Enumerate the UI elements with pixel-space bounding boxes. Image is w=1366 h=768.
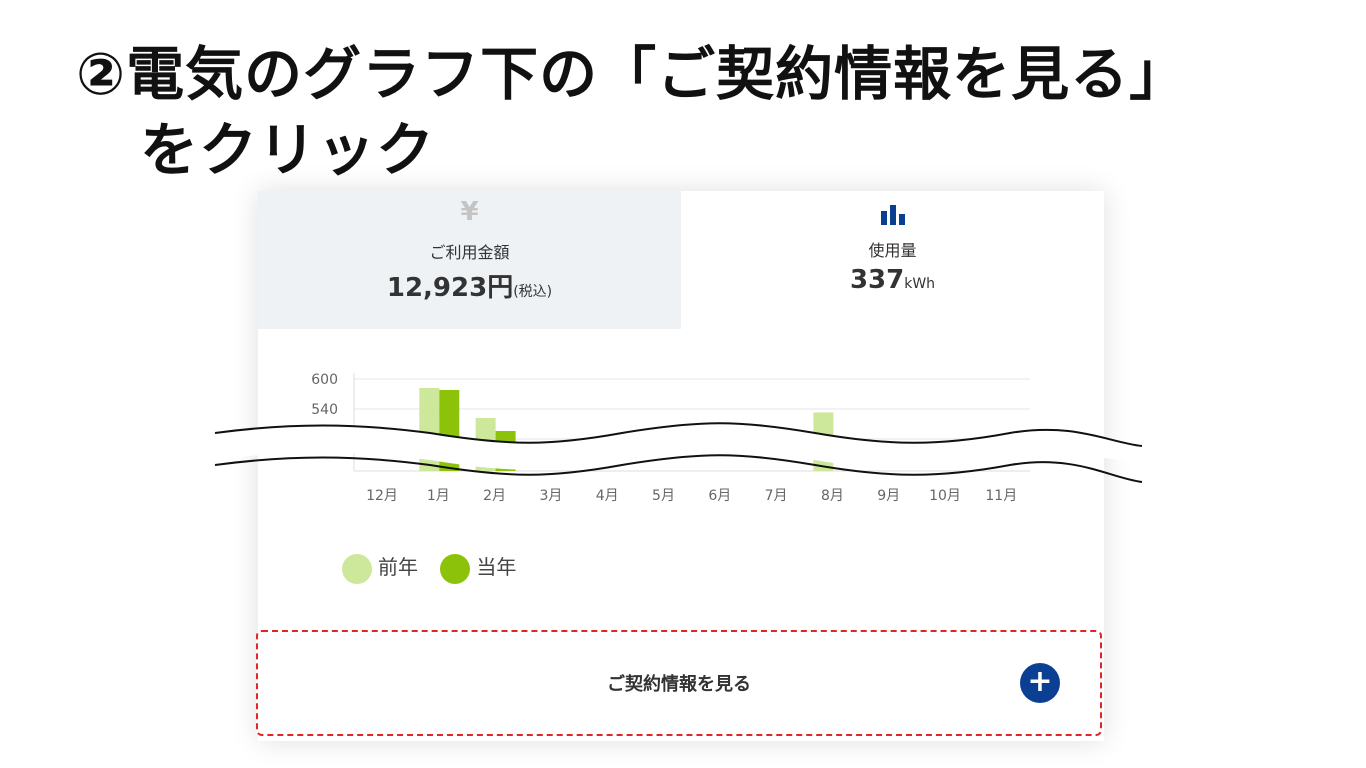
usage-value-wrap: 337kWh bbox=[681, 265, 1104, 295]
x-tick-label: 11月 bbox=[985, 488, 1017, 504]
bar-previous-year[interactable] bbox=[419, 388, 440, 471]
tab-usage[interactable]: 使用量 337kWh bbox=[681, 191, 1104, 329]
x-tick-label: 6月 bbox=[708, 488, 731, 504]
fee-value: 12,923円 bbox=[386, 273, 514, 303]
instruction-title: ②電気のグラフ下の「ご契約情報を見る」 をクリック bbox=[76, 36, 1356, 188]
y-tick-label: 480 bbox=[311, 432, 338, 448]
usage-value: 337 bbox=[849, 265, 905, 295]
y-tick-label: 540 bbox=[311, 402, 338, 418]
x-tick-label: 10月 bbox=[929, 488, 961, 504]
x-tick-label: 3月 bbox=[539, 488, 562, 504]
usage-chart: 600 540 480 12月 1月 2月 3月 4月 5月 6月 7月 8月 9月 10月 11月 bbox=[311, 372, 1030, 504]
plus-icon[interactable]: + bbox=[1020, 663, 1060, 703]
tab-fee[interactable]: ¥ ご利用金額 12,923円(税込) bbox=[258, 191, 681, 329]
usage-unit: kWh bbox=[904, 276, 936, 292]
legend-item-current-year: 当年 bbox=[440, 551, 516, 584]
y-tick-label: 600 bbox=[311, 372, 338, 388]
x-tick-label: 1月 bbox=[427, 488, 450, 504]
bar-current-year[interactable] bbox=[495, 431, 516, 471]
yen-icon: ¥ bbox=[460, 197, 479, 227]
x-tick-label: 12月 bbox=[366, 488, 398, 504]
instruction-line-2: をクリック bbox=[140, 116, 436, 184]
bar-chart-icon bbox=[880, 205, 905, 225]
view-contract-info-button[interactable]: ご契約情報を見る + bbox=[256, 630, 1102, 736]
fee-label: ご利用金額 bbox=[429, 243, 510, 262]
x-tick-label: 2月 bbox=[483, 488, 506, 504]
instruction-line-1: ②電気のグラフ下の「ご契約情報を見る」 bbox=[76, 40, 1189, 108]
chart-legend: 前年 当年 bbox=[342, 551, 532, 584]
legend-dot-current-year bbox=[440, 553, 471, 584]
legend-label-previous-year: 前年 bbox=[378, 555, 418, 579]
legend-item-previous-year: 前年 bbox=[342, 551, 418, 584]
bar-previous-year[interactable] bbox=[813, 412, 834, 472]
x-tick-label: 5月 bbox=[652, 488, 675, 504]
legend-label-current-year: 当年 bbox=[476, 555, 517, 579]
bar-current-year[interactable] bbox=[439, 390, 460, 471]
fee-value-wrap: 12,923円(税込) bbox=[258, 267, 681, 304]
fee-unit: (税込) bbox=[513, 284, 553, 300]
x-tick-label: 8月 bbox=[821, 488, 844, 504]
x-tick-label: 7月 bbox=[765, 488, 788, 504]
bar-previous-year[interactable] bbox=[475, 418, 496, 471]
x-tick-label: 4月 bbox=[596, 488, 619, 504]
x-tick-label: 9月 bbox=[877, 488, 900, 504]
view-contract-info-label: ご契約情報を見る bbox=[607, 674, 751, 695]
usage-card: ¥ ご利用金額 12,923円(税込) 使用量 337kWh 600 540 480… bbox=[256, 191, 1104, 741]
legend-dot-previous-year bbox=[342, 553, 372, 584]
usage-label: 使用量 bbox=[868, 241, 917, 260]
